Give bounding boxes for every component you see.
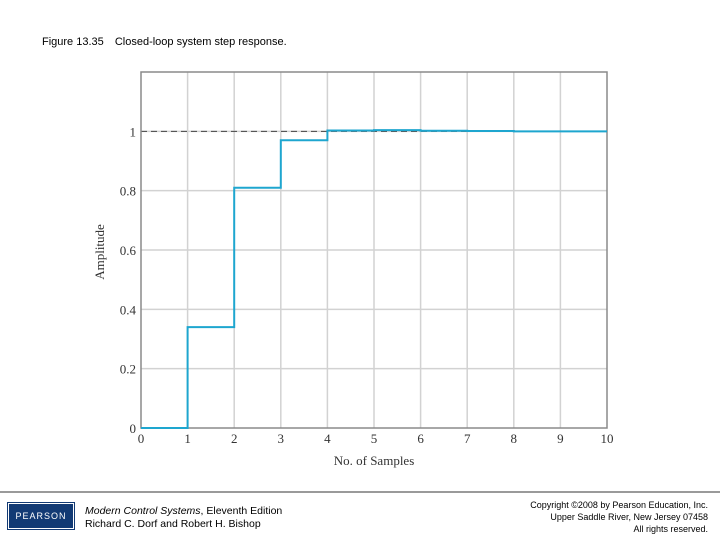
x-tick-label: 6 <box>417 431 424 446</box>
x-tick-label: 1 <box>184 431 191 446</box>
footer-divider <box>0 491 720 493</box>
x-tick-label: 10 <box>601 431 614 446</box>
copyright-line-3: All rights reserved. <box>633 524 708 534</box>
copyright-notice: Copyright ©2008 by Pearson Education, In… <box>530 499 708 535</box>
y-axis-label: Amplitude <box>92 224 107 280</box>
x-tick-label: 0 <box>138 431 145 446</box>
figure-title: Closed-loop system step response. <box>114 36 287 48</box>
figure-number: Figure 13.35 <box>42 36 104 48</box>
plot-frame <box>140 71 608 429</box>
y-tick-label: 0.2 <box>120 362 136 377</box>
book-edition: , Eleventh Edition <box>200 505 283 517</box>
copyright-line-1: Copyright ©2008 by Pearson Education, In… <box>530 500 708 510</box>
y-tick-label: 0.6 <box>120 243 137 258</box>
pearson-logo: PEARSON <box>7 502 75 530</box>
x-tick-label: 2 <box>231 431 238 446</box>
y-tick-label: 0.4 <box>120 302 137 317</box>
book-title-line: Modern Control Systems, Eleventh Edition <box>85 505 282 518</box>
y-tick-label: 0.8 <box>120 184 136 199</box>
step-response-line <box>141 129 607 429</box>
x-tick-label: 3 <box>278 431 285 446</box>
figure-caption: Figure 13.35 Closed-loop system step res… <box>42 36 287 48</box>
y-tick-label: 1 <box>130 124 137 139</box>
x-axis-label: No. of Samples <box>334 453 415 468</box>
book-info: Modern Control Systems, Eleventh Edition… <box>85 505 282 531</box>
pearson-logo-text: PEARSON <box>15 511 67 521</box>
x-tick-label: 4 <box>324 431 331 446</box>
x-tick-label: 5 <box>371 431 378 446</box>
book-title: Modern Control Systems <box>85 505 201 517</box>
y-tick-label: 0 <box>130 421 137 436</box>
x-tick-label: 7 <box>464 431 471 446</box>
x-tick-label: 8 <box>511 431 518 446</box>
copyright-line-2: Upper Saddle River, New Jersey 07458 <box>550 512 708 522</box>
x-tick-label: 9 <box>557 431 564 446</box>
book-authors: Richard C. Dorf and Robert H. Bishop <box>85 518 261 530</box>
